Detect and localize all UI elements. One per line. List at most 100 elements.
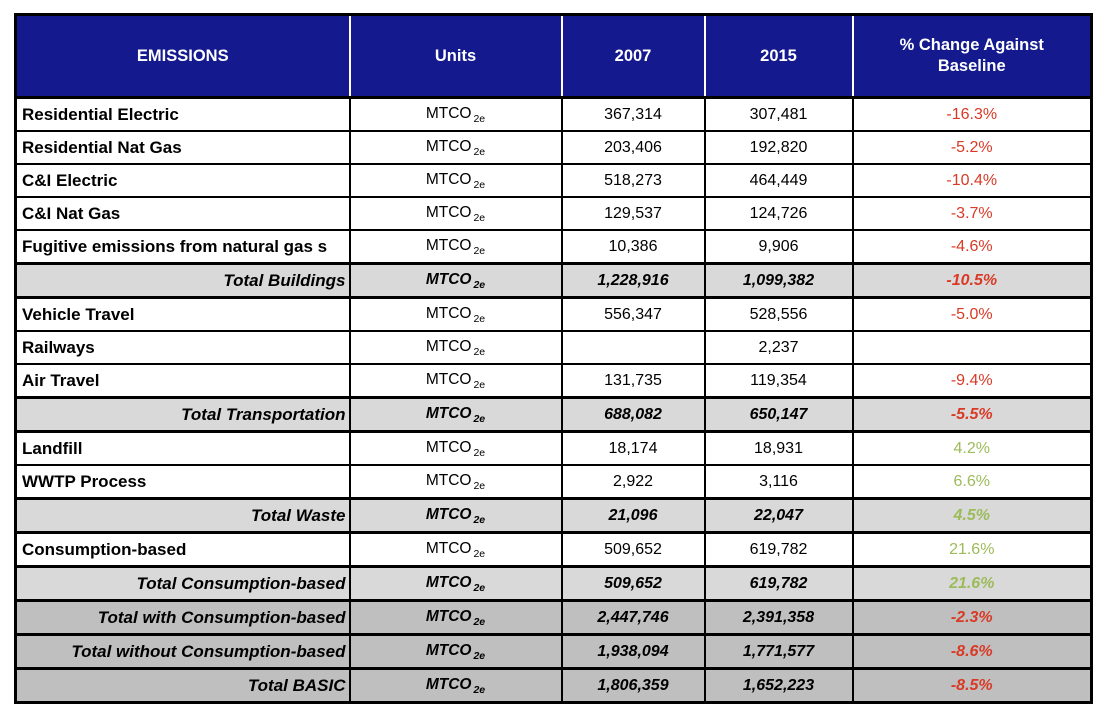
unit-base: MTCO <box>425 607 472 625</box>
value-2015-cell: 124,726 <box>703 196 854 231</box>
units-cell: MTCO 2e <box>348 262 563 299</box>
value-2015-cell: 192,820 <box>703 130 854 165</box>
unit-base: MTCO <box>425 137 472 155</box>
value-2015-cell: 1,099,382 <box>703 262 854 299</box>
value-2015-cell: 619,782 <box>703 531 854 568</box>
units-cell: MTCO 2e <box>348 599 563 636</box>
units-cell: MTCO 2e <box>348 130 563 165</box>
value-2007-cell: 688,082 <box>560 396 706 433</box>
value-2007-cell: 129,537 <box>560 196 706 231</box>
table-row: Total Waste MTCO 2e 21,096 22,047 4.5% <box>14 497 1093 534</box>
unit-subscript: 2e <box>473 211 486 224</box>
unit-subscript: 2e <box>473 615 486 628</box>
table-row: Railways MTCO 2e 2,237 <box>14 330 1093 365</box>
unit-base: MTCO <box>425 236 472 254</box>
value-2007-cell: 509,652 <box>560 565 706 602</box>
value-2015-cell: 1,652,223 <box>703 667 854 704</box>
column-header-2015: 2015 <box>703 13 854 99</box>
emissions-label-cell: Total without Consumption-based <box>14 633 351 670</box>
unit-subscript: 2e <box>473 178 486 191</box>
value-2007-cell: 203,406 <box>560 130 706 165</box>
change-cell <box>851 330 1093 365</box>
unit-base: MTCO <box>425 304 472 322</box>
table-row: Total Transportation MTCO 2e 688,082 650,147… <box>14 396 1093 433</box>
value-2007-cell: 556,347 <box>560 296 706 332</box>
value-2007-cell: 21,096 <box>560 497 706 534</box>
unit-base: MTCO <box>425 170 472 188</box>
units-cell: MTCO 2e <box>348 531 563 568</box>
unit-subscript: 2e <box>473 145 486 158</box>
value-2007-cell <box>560 330 706 365</box>
change-cell: -10.4% <box>851 163 1093 198</box>
unit-subscript: 2e <box>473 345 486 358</box>
emissions-label-cell: Total with Consumption-based <box>14 599 351 636</box>
value-2015-cell: 528,556 <box>703 296 854 332</box>
unit-subscript: 2e <box>473 446 486 459</box>
unit-subscript: 2e <box>473 513 486 526</box>
units-cell: MTCO 2e <box>348 430 563 466</box>
units-cell: MTCO 2e <box>348 497 563 534</box>
change-cell: -8.6% <box>851 633 1093 670</box>
emissions-label-cell: Vehicle Travel <box>14 296 351 332</box>
emissions-label-cell: WWTP Process <box>14 464 351 500</box>
units-cell: MTCO 2e <box>348 565 563 602</box>
unit-subscript: 2e <box>473 278 486 291</box>
emissions-label-cell: Railways <box>14 330 351 365</box>
units-cell: MTCO 2e <box>348 330 563 365</box>
value-2007-cell: 10,386 <box>560 229 706 265</box>
unit-subscript: 2e <box>473 378 486 391</box>
value-2015-cell: 119,354 <box>703 363 854 399</box>
emissions-label-cell: C&I Electric <box>14 163 351 198</box>
value-2007-cell: 131,735 <box>560 363 706 399</box>
value-2015-cell: 464,449 <box>703 163 854 198</box>
value-2007-cell: 1,228,916 <box>560 262 706 299</box>
unit-subscript: 2e <box>473 547 486 560</box>
units-cell: MTCO 2e <box>348 96 563 132</box>
value-2015-cell: 3,116 <box>703 464 854 500</box>
table-row: C&I Electric MTCO 2e 518,273 464,449 -10.4% <box>14 163 1093 198</box>
unit-subscript: 2e <box>473 312 486 325</box>
unit-base: MTCO <box>425 370 472 388</box>
emissions-label-cell: Air Travel <box>14 363 351 399</box>
value-2007-cell: 518,273 <box>560 163 706 198</box>
value-2015-cell: 1,771,577 <box>703 633 854 670</box>
value-2015-cell: 22,047 <box>703 497 854 534</box>
column-header-emissions: EMISSIONS <box>14 13 351 99</box>
change-cell: -2.3% <box>851 599 1093 636</box>
value-2007-cell: 1,938,094 <box>560 633 706 670</box>
emissions-label-cell: Residential Nat Gas <box>14 130 351 165</box>
change-cell: -5.5% <box>851 396 1093 433</box>
header-row: EMISSIONS Units 2007 2015 % Change Again… <box>14 13 1093 99</box>
value-2007-cell: 367,314 <box>560 96 706 132</box>
unit-base: MTCO <box>425 641 472 659</box>
table-row: Total BASIC MTCO 2e 1,806,359 1,652,223 -8.5% <box>14 667 1093 704</box>
column-header-units: Units <box>348 13 563 99</box>
value-2007-cell: 509,652 <box>560 531 706 568</box>
value-2015-cell: 2,237 <box>703 330 854 365</box>
units-cell: MTCO 2e <box>348 296 563 332</box>
value-2007-cell: 18,174 <box>560 430 706 466</box>
change-cell: -10.5% <box>851 262 1093 299</box>
change-cell: 21.6% <box>851 531 1093 568</box>
unit-subscript: 2e <box>473 412 486 425</box>
table-row: Landfill MTCO 2e 18,174 18,931 4.2% <box>14 430 1093 466</box>
value-2007-cell: 1,806,359 <box>560 667 706 704</box>
unit-base: MTCO <box>425 270 472 288</box>
unit-base: MTCO <box>425 573 472 591</box>
table-row: Vehicle Travel MTCO 2e 556,347 528,556 -5.0% <box>14 296 1093 332</box>
value-2015-cell: 650,147 <box>703 396 854 433</box>
table-row: Total without Consumption-based MTCO 2e 1,9… <box>14 633 1093 670</box>
value-2015-cell: 18,931 <box>703 430 854 466</box>
units-cell: MTCO 2e <box>348 396 563 433</box>
emissions-label-cell: Consumption-based <box>14 531 351 568</box>
emissions-label-cell: Total BASIC <box>14 667 351 704</box>
unit-subscript: 2e <box>473 244 486 257</box>
table-row: WWTP Process MTCO 2e 2,922 3,116 6.6% <box>14 464 1093 500</box>
table-row: C&I Nat Gas MTCO 2e 129,537 124,726 -3.7% <box>14 196 1093 231</box>
units-cell: MTCO 2e <box>348 633 563 670</box>
change-cell: 21.6% <box>851 565 1093 602</box>
change-cell: -5.0% <box>851 296 1093 332</box>
table-row: Consumption-based MTCO 2e 509,652 619,782 21.… <box>14 531 1093 568</box>
value-2007-cell: 2,447,746 <box>560 599 706 636</box>
